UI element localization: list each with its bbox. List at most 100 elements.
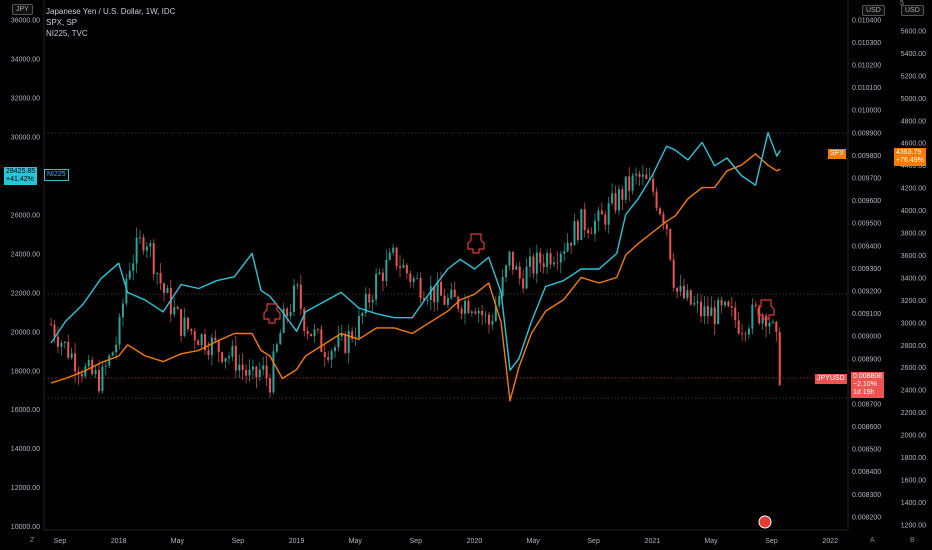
candle-body [563,251,566,254]
candle-body [679,285,682,292]
candle-body [720,299,723,306]
candle-body [334,347,337,352]
candle-body [183,317,186,336]
candle-body [419,277,422,299]
mid-axis-tick: 0.008500 [852,447,881,454]
chart-grid [44,132,848,399]
mid-axis-tick: 0.008400 [852,469,881,476]
legend-jpyusd[interactable]: Japanese Yen / U.S. Dollar, 1W, IDC [46,7,176,16]
axes: 36000.00 34000.00 32000.00 30000.00 26000.00… [11,0,926,545]
candle-body [594,220,597,234]
candle-body [658,208,661,215]
candle-body [573,221,576,246]
x-axis-tick: Sep [232,538,245,545]
mid-axis-tick: 0.009500 [852,221,881,228]
right-axis-currency-badge[interactable]: USD [901,5,924,16]
auto-scale-button-b[interactable]: B [910,537,915,544]
candle-body [645,174,648,179]
candle-body [104,365,107,367]
jpyusd-countdown: 1d 19h [853,389,875,396]
hand-marker-icon [757,299,775,320]
candle-body [94,370,97,375]
candle-body [118,317,121,345]
candle-body [381,272,384,281]
candle-body [672,259,675,288]
candle-body [727,301,730,307]
candle-body [501,277,504,296]
right-axis-tick: 4600.00 [901,141,926,148]
candle-body [190,328,193,332]
candle-body [251,366,254,370]
candle-body [508,251,511,266]
candle-body [149,243,152,247]
candle-body [214,337,217,341]
hand-marker-icon [263,303,281,324]
jpyusd-change: −2.10% [853,381,877,388]
left-axis-tick: 34000.00 [11,57,40,64]
left-axis-tick: 20000.00 [11,329,40,336]
zoom-button[interactable]: Z [30,537,35,544]
jpyusd-candles [50,165,781,398]
mid-axis-currency-badge[interactable]: USD [862,5,885,16]
candle-body [289,312,292,316]
candle-body [224,358,227,362]
candle-body [392,247,395,253]
candle-body [422,298,425,301]
candle-body [542,263,545,268]
mid-axis-tick: 0.008700 [852,401,881,408]
candle-body [765,315,768,327]
right-axis-tick: 3000.00 [901,320,926,327]
candle-body [412,278,415,282]
candle-body [313,329,316,337]
candle-body [327,357,330,360]
candle-body [361,313,364,317]
candle-body [614,193,617,211]
legend-spx[interactable]: SPX, SP [46,18,78,27]
candle-body [498,295,501,307]
candle-body [296,284,299,286]
candle-body [641,174,644,177]
mid-axis-tick: 0.009800 [852,153,881,160]
candle-body [576,221,579,240]
candle-body [269,378,272,393]
candle-body [241,364,244,370]
candle-body [310,333,313,337]
candle-body [162,283,165,293]
candle-body [734,307,737,321]
candle-body [505,265,508,278]
candle-body [676,287,679,292]
mid-axis-tick: 0.008900 [852,356,881,363]
candle-body [303,308,306,331]
candle-body [597,210,600,221]
candle-body [405,264,408,274]
candle-body [409,273,412,282]
candle-body [689,290,692,305]
right-axis-tick: 2200.00 [901,410,926,417]
candle-body [723,301,726,306]
candle-body [717,299,720,325]
mid-axis-tick: 0.010400 [852,17,881,24]
ni225-name-tag: NI225 [44,169,69,181]
candle-body [580,209,583,240]
legend-ni225[interactable]: NI225, TVC [46,29,88,38]
candle-body [484,314,487,316]
candle-body [197,340,200,346]
candle-body [754,304,757,306]
candle-body [607,203,610,225]
auto-scale-button-a[interactable]: A [870,537,875,544]
x-axis-tick: May [704,538,718,545]
candle-body [477,310,480,314]
candle-body [443,295,446,305]
candle-body [446,298,449,305]
event-flag-icon [758,515,772,529]
candle-body [111,352,114,356]
candle-body [402,264,405,268]
candle-body [395,247,398,267]
chart-legend: Japanese Yen / U.S. Dollar, 1W, IDC SPX,… [46,6,175,39]
candle-body [344,333,347,353]
right-axis-tick: 1800.00 [901,455,926,462]
candle-body [604,214,607,225]
left-axis-currency-badge[interactable]: JPY [12,4,33,15]
candle-body [741,333,744,335]
